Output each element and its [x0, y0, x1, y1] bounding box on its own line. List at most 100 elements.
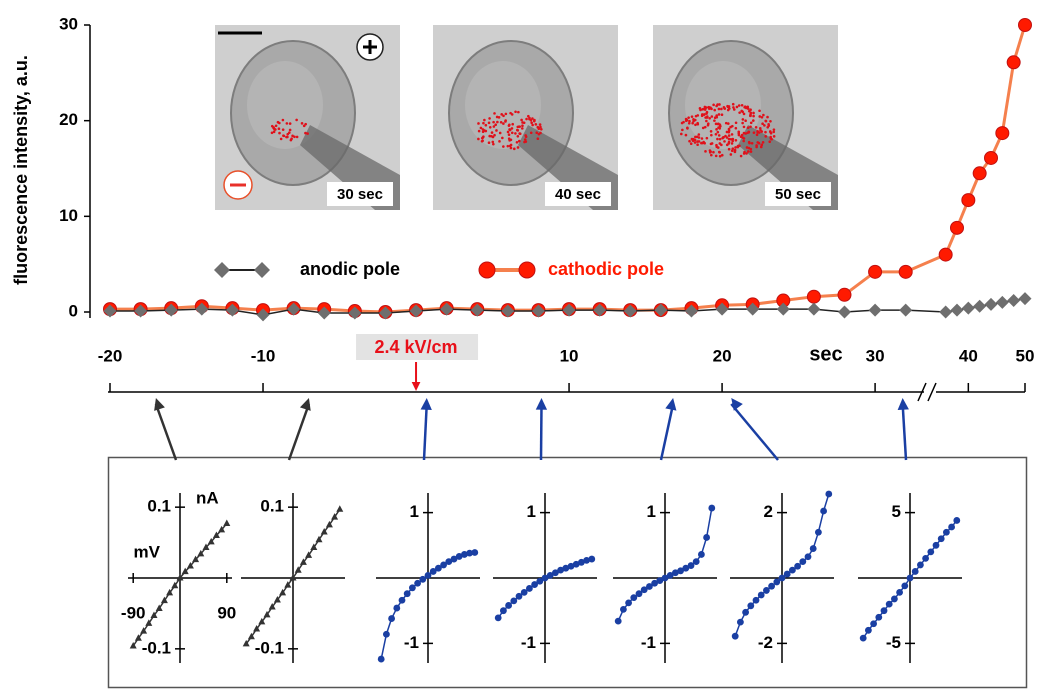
fluorescent-dot — [769, 120, 772, 123]
fluorescent-dot — [506, 144, 510, 148]
iv-y-tick-label: -2 — [758, 633, 773, 652]
data-point — [950, 303, 964, 317]
fluorescent-dot — [770, 137, 773, 141]
fluorescent-dot — [714, 154, 718, 158]
legend-marker — [254, 262, 270, 278]
fluorescent-dot — [279, 137, 283, 141]
iv-point — [906, 574, 914, 582]
fluorescent-dot — [529, 131, 533, 135]
iv-point — [500, 607, 507, 615]
fluorescent-dot — [759, 145, 763, 149]
time-arrow — [154, 403, 178, 461]
fluorescent-dot — [270, 124, 274, 128]
fluorescent-dot — [506, 130, 510, 134]
fluorescent-dot — [741, 121, 744, 125]
iv-point — [815, 528, 822, 536]
fluorescent-dot — [718, 150, 721, 154]
iv-point — [140, 627, 148, 634]
iv-point — [698, 551, 705, 558]
fluorescent-dot — [520, 127, 524, 130]
iv-point — [731, 632, 739, 640]
fluorescent-dot — [712, 103, 715, 107]
micrograph: 40 sec — [433, 25, 618, 210]
fluorescent-dot — [484, 123, 488, 127]
fluorescent-dot — [758, 115, 762, 118]
fluorescent-dot — [739, 135, 743, 139]
iv-point — [383, 630, 390, 638]
fluorescent-dot — [286, 135, 289, 139]
fluorescent-dot — [726, 122, 730, 125]
fluorescent-dot — [495, 115, 499, 119]
x-tick-label: 40 — [959, 346, 978, 365]
iv-point — [794, 562, 801, 570]
iv-point — [424, 571, 432, 579]
y-tick-label: 20 — [59, 110, 78, 129]
iv-point — [218, 525, 226, 533]
fluorescent-dot — [494, 123, 497, 127]
fluorescent-dot — [537, 127, 541, 130]
fluorescent-dot — [718, 127, 722, 130]
fluorescent-dot — [490, 131, 494, 134]
iv-y-tick-label: -0.1 — [142, 638, 171, 657]
fluorescent-dot — [717, 113, 721, 116]
iv-point — [917, 561, 924, 569]
fluorescent-dot — [511, 122, 515, 126]
fluorescent-dot — [710, 107, 713, 111]
fluorescent-dot — [499, 121, 503, 124]
fluorescent-dot — [504, 112, 508, 116]
iv-point — [911, 568, 919, 575]
iv-point — [703, 534, 710, 541]
iv-point — [160, 596, 168, 604]
fluorescent-dot — [727, 142, 730, 145]
fluorescent-dot — [737, 133, 741, 137]
iv-point — [875, 613, 883, 621]
iv-point — [682, 564, 690, 572]
fluorescent-dot — [531, 117, 534, 120]
fluorescent-dot — [525, 117, 528, 121]
iv-point — [294, 566, 302, 573]
fluorescent-dot — [763, 124, 766, 127]
iv-point — [310, 543, 318, 551]
data-point — [684, 304, 698, 318]
iv-point — [752, 596, 760, 604]
fluorescent-dot — [504, 120, 507, 123]
iv-point — [677, 567, 684, 575]
fluorescent-dot — [731, 147, 735, 150]
iv-point — [494, 614, 502, 622]
fluorescent-dot — [508, 144, 512, 148]
fluorescent-dot — [304, 131, 307, 135]
legend-label: cathodic pole — [548, 259, 664, 279]
fluorescent-dot — [484, 129, 488, 133]
fluorescent-dot — [521, 121, 524, 124]
fluorescent-dot — [690, 115, 694, 118]
iv-point — [937, 535, 945, 543]
fluorescent-dot — [521, 124, 524, 128]
fluorescent-dot — [530, 121, 533, 125]
x-tick-label: 30 — [866, 346, 885, 365]
fluorescent-dot — [700, 114, 704, 118]
iv-point — [640, 586, 648, 594]
fluorescent-dot — [718, 154, 722, 158]
fluorescent-dot — [508, 123, 511, 127]
fluorescent-dot — [734, 146, 737, 149]
iv-point — [377, 655, 385, 663]
iv-y-tick-label: 0.1 — [260, 497, 284, 516]
x-tick-label: -20 — [98, 346, 123, 365]
fluorescent-dot — [732, 106, 735, 109]
fluorescent-dot — [295, 135, 299, 139]
fluorescent-dot — [772, 130, 776, 134]
fluorescent-dot — [302, 124, 306, 128]
iv-point — [305, 551, 313, 558]
fluorescent-dot — [704, 150, 707, 153]
iv-point — [896, 588, 903, 596]
iv-point — [388, 615, 395, 622]
data-point — [409, 304, 423, 318]
iv-point — [789, 566, 796, 574]
fluorescent-dot — [518, 125, 522, 128]
fluorescent-dot — [288, 122, 292, 125]
time-arrowhead — [731, 398, 743, 411]
fluorescent-dot — [535, 131, 539, 135]
axis-break — [917, 382, 937, 402]
iv-panel-frame — [107, 456, 1028, 689]
time-arrow — [901, 403, 908, 461]
